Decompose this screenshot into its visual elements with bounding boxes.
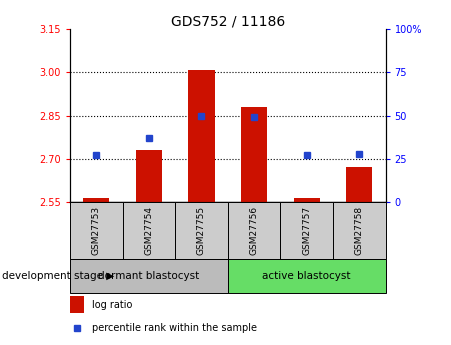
Text: GSM27754: GSM27754 bbox=[144, 206, 153, 255]
Text: dormant blastocyst: dormant blastocyst bbox=[98, 271, 199, 281]
Bar bbox=[123, 202, 175, 259]
Bar bbox=[70, 296, 84, 313]
Bar bbox=[175, 202, 228, 259]
Bar bbox=[294, 197, 320, 202]
Bar bbox=[136, 150, 162, 202]
Bar bbox=[228, 202, 281, 259]
Bar bbox=[346, 167, 373, 202]
Text: GSM27753: GSM27753 bbox=[92, 206, 101, 255]
Text: GSM27756: GSM27756 bbox=[249, 206, 258, 255]
Bar bbox=[70, 202, 123, 259]
Bar bbox=[241, 107, 267, 202]
Text: percentile rank within the sample: percentile rank within the sample bbox=[92, 323, 257, 333]
Text: GSM27755: GSM27755 bbox=[197, 206, 206, 255]
Text: GSM27757: GSM27757 bbox=[302, 206, 311, 255]
Bar bbox=[83, 197, 110, 202]
Bar bbox=[70, 259, 228, 293]
Title: GDS752 / 11186: GDS752 / 11186 bbox=[170, 14, 285, 28]
Bar bbox=[333, 202, 386, 259]
Bar bbox=[189, 70, 215, 202]
Text: log ratio: log ratio bbox=[92, 300, 133, 310]
Text: development stage ▶: development stage ▶ bbox=[2, 271, 115, 281]
Bar bbox=[228, 259, 386, 293]
Bar bbox=[281, 202, 333, 259]
Text: active blastocyst: active blastocyst bbox=[262, 271, 351, 281]
Text: GSM27758: GSM27758 bbox=[355, 206, 364, 255]
